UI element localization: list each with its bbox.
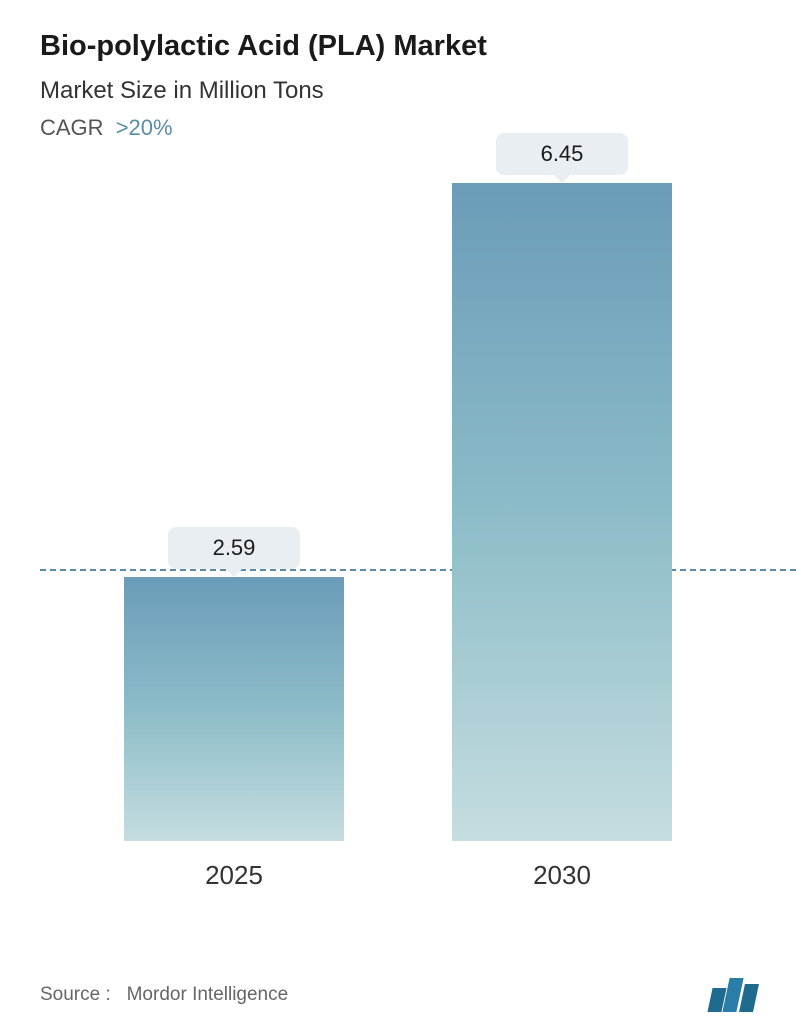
chart-title: Bio-polylactic Acid (PLA) Market [40,30,756,63]
mordor-logo-icon [710,978,756,1012]
value-badge: 2.59 [168,527,301,569]
bar-2030 [452,183,672,841]
bars-wrapper: 2.59 2025 6.45 2030 [40,151,756,841]
cagr-value: >20% [116,115,173,140]
chart-container: Bio-polylactic Acid (PLA) Market Market … [0,0,796,1034]
source-value: Mordor Intelligence [127,984,289,1005]
year-label: 2030 [533,860,591,891]
bar-2025 [124,577,344,841]
bar-group-2025: 2.59 2025 [124,527,344,841]
year-label: 2025 [205,860,263,891]
value-badge: 6.45 [496,133,629,175]
bar-group-2030: 6.45 2030 [452,133,672,841]
footer: Source : Mordor Intelligence [40,978,756,1012]
reference-line [40,569,796,571]
source-text: Source : Mordor Intelligence [40,984,288,1006]
chart-area: 2.59 2025 6.45 2030 [40,151,756,891]
source-label: Source : [40,984,111,1005]
chart-subtitle: Market Size in Million Tons [40,77,756,105]
cagr-label: CAGR [40,115,104,140]
